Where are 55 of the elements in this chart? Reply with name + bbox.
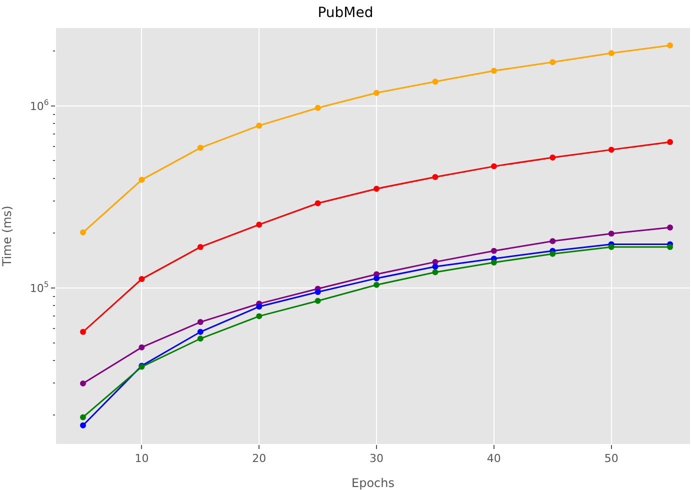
point [550, 59, 556, 66]
point [432, 264, 438, 270]
point [667, 244, 674, 250]
x-tick-label: 10 [134, 452, 149, 466]
x-tick-label: 40 [486, 452, 501, 466]
point [550, 238, 556, 244]
point [432, 269, 438, 276]
point [256, 313, 262, 320]
point [256, 122, 262, 129]
point [197, 144, 204, 151]
point [608, 146, 614, 153]
point [432, 174, 438, 180]
y-tick-label: 10$^{6}$ [30, 98, 49, 113]
point [80, 229, 86, 236]
x-axis-title: Epochs [352, 476, 394, 490]
point [80, 422, 86, 428]
x-tick-label: 30 [370, 452, 384, 466]
point [608, 230, 614, 237]
point [374, 282, 380, 288]
point [490, 163, 497, 170]
y-tick-label: 10$^{5}$ [30, 280, 49, 295]
point [197, 336, 204, 342]
point [550, 154, 556, 160]
point [490, 248, 497, 254]
point [314, 289, 321, 296]
point [667, 224, 674, 230]
point [138, 344, 145, 350]
point [197, 328, 204, 335]
x-tick-label: 20 [252, 452, 266, 466]
point [374, 186, 380, 192]
point [314, 200, 321, 206]
point [667, 138, 674, 145]
point [197, 244, 204, 250]
point [374, 90, 380, 96]
point [432, 78, 438, 85]
point [256, 304, 262, 310]
point [256, 222, 262, 228]
point [608, 244, 614, 250]
point [138, 276, 145, 282]
y-axis-title: Time (ms) [0, 206, 14, 268]
point [490, 68, 497, 74]
point [314, 298, 321, 304]
chart-title: PubMed [318, 5, 374, 22]
point [80, 380, 86, 386]
point [608, 50, 614, 56]
point [667, 42, 674, 48]
point [374, 275, 380, 282]
x-tick-label: 50 [604, 452, 618, 466]
point [80, 328, 86, 335]
point [80, 414, 86, 420]
point [550, 250, 556, 257]
point [138, 176, 145, 183]
point [314, 104, 321, 111]
point [197, 319, 204, 326]
point [490, 260, 497, 266]
